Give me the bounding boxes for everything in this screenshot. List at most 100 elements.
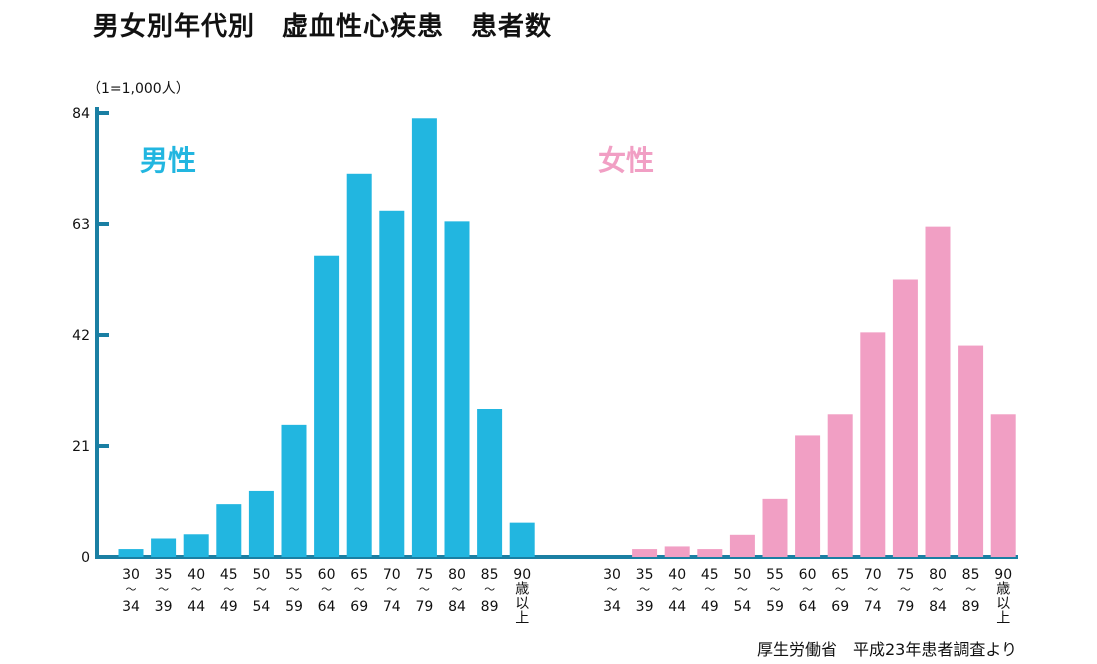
bar <box>827 414 853 557</box>
unit-note: （1=1,000人） <box>87 81 190 97</box>
y-tick-label: 21 <box>72 439 90 455</box>
x-tick-label: 〜 <box>867 583 878 596</box>
bar <box>697 549 723 557</box>
x-tick-label: 39 <box>636 599 654 615</box>
x-tick-label: 60 <box>318 567 336 583</box>
x-tick-label: 50 <box>733 567 751 583</box>
legend-male: 男性 <box>140 144 196 177</box>
x-tick-label: 〜 <box>256 583 267 596</box>
x-tick-label: 〜 <box>639 583 650 596</box>
x-tick-label: 〜 <box>126 583 137 596</box>
x-tick-label: 49 <box>220 599 238 615</box>
bar <box>281 424 307 557</box>
x-tick-label: 〜 <box>386 583 397 596</box>
x-tick-label: 〜 <box>672 583 683 596</box>
x-tick-label: 45 <box>701 567 719 583</box>
x-tick-label: 34 <box>122 599 140 615</box>
x-tick-label: 〜 <box>452 583 463 596</box>
x-tick-label: 44 <box>668 599 686 615</box>
x-tick-label: 85 <box>481 567 499 583</box>
x-tick-label: 〜 <box>191 583 202 596</box>
x-tick-label: 75 <box>415 567 433 583</box>
x-tick-label: 歳 <box>996 582 1010 598</box>
x-tick-label: 〜 <box>354 583 365 596</box>
bar <box>958 345 984 557</box>
x-tick-label: 59 <box>766 599 784 615</box>
x-tick-label: 84 <box>448 599 466 615</box>
x-tick-label: 35 <box>155 567 173 583</box>
x-tick-label: 〜 <box>933 583 944 596</box>
bar <box>892 279 918 557</box>
x-tick-label: 〜 <box>965 583 976 596</box>
x-tick-label: 70 <box>864 567 882 583</box>
x-tick-label: 44 <box>187 599 205 615</box>
x-tick-label: 84 <box>929 599 947 615</box>
x-tick-label: 74 <box>864 599 882 615</box>
x-tick-label: 以 <box>515 596 529 612</box>
x-tick-label: 上 <box>515 611 529 627</box>
bar <box>346 173 372 558</box>
x-tick-label: 30 <box>122 567 140 583</box>
bar <box>762 498 788 557</box>
bar <box>509 522 535 557</box>
y-tick-label: 63 <box>72 217 90 233</box>
source-note: 厚生労働省 平成23年患者調査より <box>756 640 1017 659</box>
bar <box>183 534 209 557</box>
bar <box>118 549 144 557</box>
bar <box>477 409 503 557</box>
bar <box>411 118 437 558</box>
x-tick-label: 54 <box>733 599 751 615</box>
x-tick-label: 45 <box>220 567 238 583</box>
x-tick-label: 〜 <box>223 583 234 596</box>
x-tick-label: 50 <box>252 567 270 583</box>
bar <box>664 546 690 557</box>
x-tick-label: 〜 <box>704 583 715 596</box>
x-tick-label: 40 <box>187 567 205 583</box>
x-tick-label: 39 <box>155 599 173 615</box>
x-tick-label: 80 <box>448 567 466 583</box>
bar <box>151 538 177 557</box>
x-tick-label: 〜 <box>484 583 495 596</box>
x-tick-label: 55 <box>766 567 784 583</box>
bar <box>248 490 274 557</box>
bar <box>795 435 821 557</box>
x-tick-label: 〜 <box>607 583 618 596</box>
x-tick-label: 49 <box>701 599 719 615</box>
x-tick-label: 65 <box>350 567 368 583</box>
x-tick-label: 70 <box>383 567 401 583</box>
bar <box>860 332 886 557</box>
x-tick-label: 〜 <box>770 583 781 596</box>
x-tick-label: 85 <box>962 567 980 583</box>
x-tick-label: 64 <box>318 599 336 615</box>
x-tick-label: 34 <box>603 599 621 615</box>
x-tick-label: 89 <box>481 599 499 615</box>
x-tick-label: 〜 <box>158 583 169 596</box>
x-tick-label: 69 <box>350 599 368 615</box>
page-title: 男女別年代別 虚血性心疾患 患者数 <box>93 12 553 42</box>
x-tick-label: 歳 <box>515 582 529 598</box>
x-tick-label: 90 <box>513 567 531 583</box>
bar <box>379 210 405 558</box>
x-tick-label: 40 <box>668 567 686 583</box>
x-tick-label: 35 <box>636 567 654 583</box>
x-tick-label: 以 <box>996 596 1010 612</box>
bar <box>990 414 1016 557</box>
x-tick-label: 55 <box>285 567 303 583</box>
bar <box>314 255 340 557</box>
x-tick-label: 上 <box>996 611 1010 627</box>
x-tick-label: 〜 <box>419 583 430 596</box>
y-tick-label: 84 <box>72 106 90 122</box>
x-tick-label: 75 <box>896 567 914 583</box>
bar <box>444 221 470 557</box>
x-tick-label: 79 <box>896 599 914 615</box>
bar <box>925 226 951 557</box>
y-tick-label: 42 <box>72 328 90 344</box>
x-tick-label: 69 <box>831 599 849 615</box>
x-tick-label: 89 <box>962 599 980 615</box>
x-tick-label: 30 <box>603 567 621 583</box>
x-tick-label: 〜 <box>835 583 846 596</box>
bar <box>729 534 755 557</box>
x-tick-label: 〜 <box>900 583 911 596</box>
x-tick-label: 〜 <box>321 583 332 596</box>
